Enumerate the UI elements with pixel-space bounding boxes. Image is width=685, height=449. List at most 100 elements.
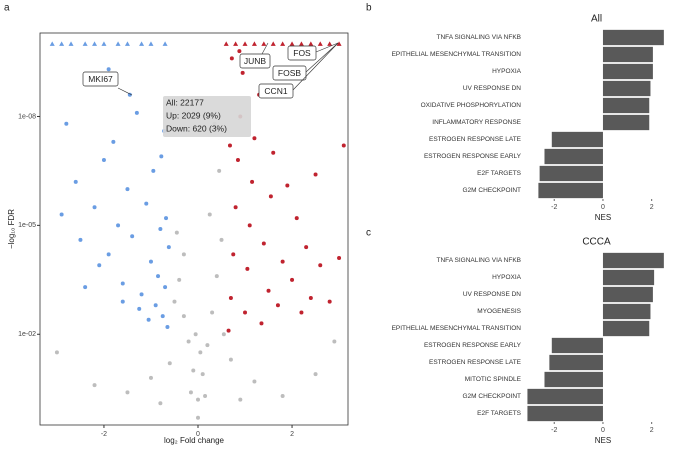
point (148, 375, 153, 380)
point (219, 237, 224, 242)
point (252, 379, 257, 384)
point (327, 299, 332, 304)
point (195, 397, 200, 402)
point (275, 303, 280, 308)
x-tick-label: 0 (196, 431, 200, 438)
category-label: ESTROGEN RESPONSE EARLY (424, 342, 522, 349)
category-label: TNFA SIGNALING VIA NFKB (436, 34, 521, 41)
point (193, 332, 198, 337)
category-label: UV RESPONSE DN (463, 291, 521, 298)
bar (527, 405, 603, 422)
bar (602, 97, 650, 114)
point (78, 237, 83, 242)
x-tick-label: 0 (601, 204, 605, 211)
point (271, 150, 276, 155)
point (164, 216, 169, 221)
point (125, 187, 130, 192)
bar (602, 269, 655, 286)
x-tick-label: -2 (551, 204, 557, 211)
gene-label: JUNB (244, 56, 267, 66)
point (148, 41, 154, 46)
gene-label-box (82, 71, 119, 87)
y-tick-label: 1e-08 (18, 113, 36, 120)
point (221, 332, 226, 337)
point (227, 143, 232, 148)
point (116, 223, 121, 228)
chart-title: All (591, 14, 602, 25)
point (245, 266, 250, 271)
category-label: OXIDATIVE PHOSPHORYLATION (421, 102, 522, 109)
point (54, 350, 59, 355)
bar (602, 320, 650, 337)
point (148, 259, 153, 264)
label-leader (117, 87, 133, 96)
point (327, 41, 333, 46)
bar (602, 114, 650, 131)
stats-text: Down: 620 (3%) (166, 123, 227, 133)
bar (602, 29, 664, 46)
point (106, 67, 111, 72)
point (156, 274, 161, 279)
point (198, 350, 203, 355)
point (289, 41, 295, 46)
point (228, 295, 233, 300)
category-label: ESTROGEN RESPONSE EARLY (424, 153, 522, 160)
point (120, 299, 125, 304)
point (165, 325, 170, 329)
point (144, 201, 149, 206)
point (214, 274, 219, 279)
gene-label: FOS (293, 48, 311, 58)
y-tick-label: 1e-05 (18, 222, 36, 229)
label-leader (292, 42, 339, 91)
point (285, 183, 290, 188)
x-tick-label: -2 (551, 427, 557, 434)
point (280, 259, 285, 264)
category-label: E2F TARGETS (477, 410, 521, 417)
category-label: INFLAMMATORY RESPONSE (432, 119, 521, 126)
point (237, 49, 242, 54)
point (233, 205, 238, 210)
point (195, 415, 200, 420)
point (280, 41, 286, 46)
bar (551, 131, 603, 148)
point (124, 41, 130, 46)
point (83, 285, 88, 290)
bar (602, 303, 651, 320)
point (172, 299, 177, 304)
point (115, 41, 121, 46)
point (304, 245, 309, 250)
plot-frame (39, 32, 349, 426)
point (250, 179, 255, 184)
gene-label: CCN1 (264, 86, 287, 96)
point (223, 41, 229, 46)
panel-letter: a (4, 3, 10, 14)
point (294, 216, 299, 221)
bar (602, 46, 653, 63)
panel-letter: c (366, 228, 371, 239)
point (233, 41, 239, 46)
bar (602, 63, 653, 80)
bar (539, 165, 603, 182)
category-label: G2M CHECKPOINT (462, 393, 521, 400)
point (181, 252, 186, 257)
category-label: MITOTIC SPINDLE (465, 376, 522, 383)
point (242, 41, 248, 46)
point (231, 252, 236, 257)
x-axis-label: NES (595, 213, 611, 222)
point (82, 41, 88, 46)
point (73, 179, 78, 184)
gene-label-box (239, 53, 271, 69)
point (160, 314, 165, 319)
point (247, 223, 252, 228)
point (341, 143, 346, 148)
point (238, 397, 243, 402)
x-tick-label: 2 (290, 431, 294, 438)
point (49, 41, 55, 46)
point (191, 368, 196, 373)
bar (549, 354, 603, 371)
point (290, 277, 295, 282)
bar (551, 337, 603, 354)
panel-letter: b (366, 3, 372, 14)
point (313, 372, 318, 377)
x-tick-label: 2 (650, 204, 654, 211)
